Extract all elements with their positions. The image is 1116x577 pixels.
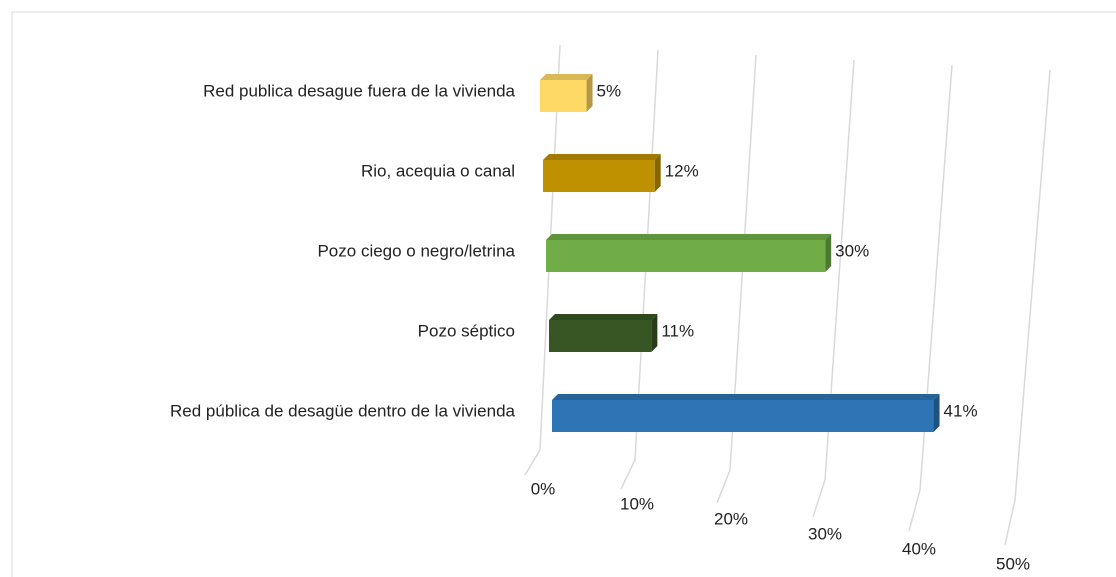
bar <box>546 234 832 272</box>
x-tick-label: 50% <box>996 554 1030 573</box>
value-label: 5% <box>597 81 622 100</box>
value-label: 41% <box>944 401 978 420</box>
value-label: 11% <box>661 321 694 340</box>
bar-top <box>540 74 593 80</box>
chart-frame <box>11 11 1116 577</box>
bar-front <box>540 80 587 112</box>
value-label: 12% <box>665 161 699 180</box>
bar-front <box>543 160 655 192</box>
bar-top <box>552 394 940 400</box>
grid-line <box>716 54 757 504</box>
bar <box>549 314 658 352</box>
bar-front <box>552 400 934 432</box>
bar-side <box>933 394 940 432</box>
bar-front <box>546 240 826 272</box>
bar <box>543 154 661 192</box>
bar-side <box>651 314 658 352</box>
x-tick-label: 10% <box>620 494 654 513</box>
category-label: Red pública de desagüe dentro de la vivi… <box>170 401 516 420</box>
grid-line <box>1004 69 1051 546</box>
bar-side <box>654 154 661 192</box>
category-label: Red publica desague fuera de la vivienda <box>203 81 515 100</box>
x-tick-label: 0% <box>531 479 556 498</box>
bar-top <box>549 314 658 320</box>
category-label: Pozo séptico <box>418 321 515 340</box>
value-label: 30% <box>835 241 869 260</box>
bar <box>540 74 593 112</box>
x-tick-label: 20% <box>714 509 748 528</box>
x-tick-label: 40% <box>902 539 936 558</box>
bar <box>552 394 940 432</box>
bar-top <box>546 234 832 240</box>
bar-top <box>543 154 661 160</box>
x-tick-label: 30% <box>808 524 842 543</box>
category-label: Rio, acequia o canal <box>361 161 515 180</box>
bar-front <box>549 320 652 352</box>
grid-line <box>812 59 855 518</box>
bar-side <box>586 74 593 112</box>
category-label: Pozo ciego o negro/letrina <box>317 241 515 260</box>
grid-line <box>908 64 953 532</box>
bar-side <box>825 234 832 272</box>
